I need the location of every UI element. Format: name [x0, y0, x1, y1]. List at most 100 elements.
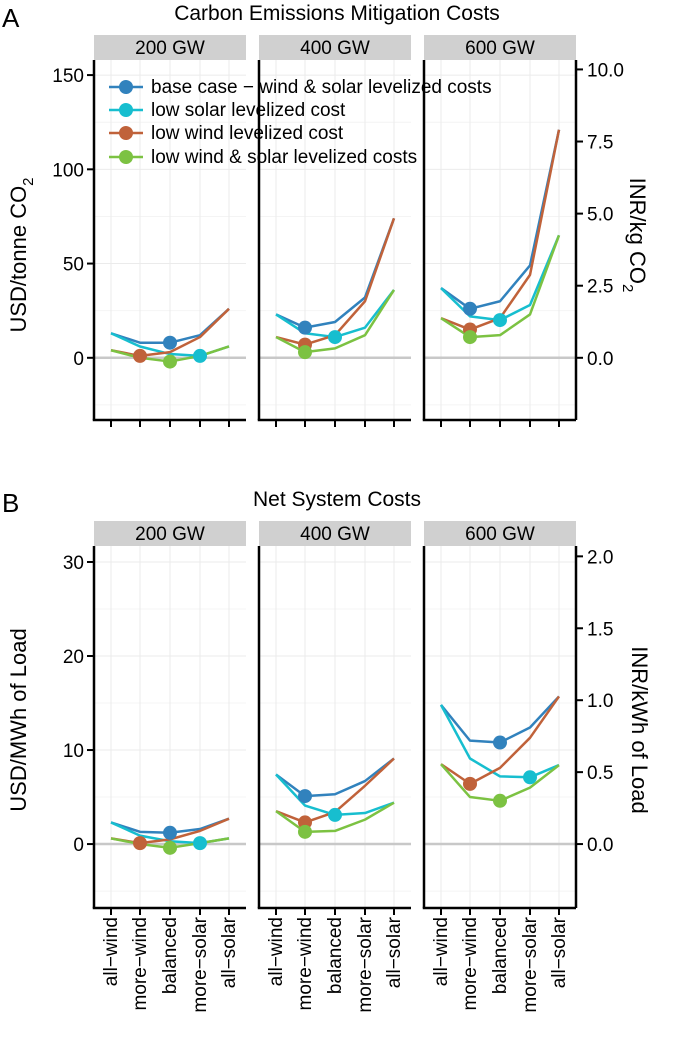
x-category-label: all−wind: [431, 917, 452, 986]
chart-b-ylabel: USD/MWh of Load: [6, 628, 31, 811]
chart-a-ylabel-right: INR/kg CO2: [619, 178, 650, 293]
chart-b-data-point: [298, 824, 312, 839]
chart-a-plot: 200 GW 400 GW 600 GW 0 50 100 150 0.0 2.5 5.0 7.5 1…: [52, 35, 624, 427]
legend-key-dot: [119, 150, 133, 164]
chart-a-facet-strip: [424, 35, 576, 60]
chart-a-legend: base case − wind & solar levelized costs…: [109, 77, 492, 168]
panel-b-label: B: [2, 488, 19, 518]
chart-b-series-line: [275, 757, 395, 798]
legend-label: low wind levelized cost: [151, 123, 344, 144]
chart-b-facet-strip: [94, 521, 246, 546]
legend-key-dot: [119, 126, 133, 140]
x-category-label: more−solar: [520, 916, 541, 1012]
chart-b-data-point: [298, 789, 312, 804]
x-category-label: all−wind: [266, 917, 287, 986]
x-category-label: all−solar: [219, 916, 240, 988]
chart-a-data-point: [328, 330, 342, 345]
chart-a-series-line: [440, 234, 561, 339]
x-category-label: balanced: [325, 917, 346, 994]
chart-b-y-tick-label: 20: [63, 647, 84, 668]
chart-b-y-tick-label: 10: [63, 741, 84, 762]
chart-a-facet: 600 GW: [422, 35, 576, 427]
chart-a-data-point: [298, 345, 312, 360]
chart-b-data-point: [328, 807, 342, 822]
panel-a-label: A: [2, 3, 20, 33]
chart-a-facet-strip: [259, 35, 411, 60]
chart-a-y-tick-label: 0: [73, 349, 84, 370]
chart-a-ylabel-right-sub: 2: [619, 284, 636, 292]
chart-a-ylabel: USD/tonne CO2: [6, 177, 37, 332]
chart-b-data-point: [523, 770, 537, 785]
x-category-labels: all−wind more−wind balanced more−solar all−s…: [101, 916, 570, 1012]
chart-a-y-tick-right-label: 0.0: [587, 349, 613, 370]
x-category-label: all−wind: [101, 917, 122, 986]
chart-a-data-point: [133, 348, 147, 363]
legend-label: base case − wind & solar levelized costs: [151, 77, 492, 98]
chart-a-facet: 400 GW: [257, 35, 411, 427]
chart-a-y-tick-label: 100: [52, 160, 84, 181]
legend-label: low wind & solar levelized costs: [151, 147, 417, 168]
chart-a-y-tick-right-label: 10.0: [587, 60, 624, 81]
chart-b-y-tick-label: 0: [73, 835, 84, 856]
chart-b-ylabel-right: INR/kWh of Load: [627, 646, 652, 814]
chart-b-data-point: [493, 735, 507, 750]
chart-b-facet: 400 GW: [257, 521, 411, 915]
chart-b-data-point: [163, 825, 177, 840]
x-category-label: balanced: [160, 917, 181, 994]
chart-a-y-tick-right-label: 7.5: [587, 133, 613, 154]
chart-b-facet: 600 GW: [422, 521, 576, 915]
chart-a-y-tick-right-label: 2.5: [587, 277, 613, 298]
x-category-label: more−wind: [295, 917, 316, 1010]
chart-b-y-tick-right-label: 0.0: [587, 835, 613, 856]
chart-b-series-line: [440, 695, 561, 786]
chart-a-facet-label: 600 GW: [465, 38, 535, 59]
chart-a-y-tick-right-label: 5.0: [587, 205, 613, 226]
chart-b-data-point: [133, 836, 147, 851]
chart-b-y-tick-right-label: 2.0: [587, 547, 613, 568]
x-category-label: more−solar: [355, 916, 376, 1012]
chart-b-facet-label: 400 GW: [300, 524, 370, 545]
chart-b-data-point: [493, 793, 507, 808]
legend-key-dot: [119, 80, 133, 94]
x-category-label: balanced: [490, 917, 511, 994]
chart-b-data-point: [193, 836, 207, 851]
x-category-label: all−solar: [549, 916, 570, 988]
chart-a-data-point: [463, 301, 477, 316]
chart-b-y-tick-right-label: 1.5: [587, 619, 613, 640]
chart-a-facet-strip: [94, 35, 246, 60]
chart-a-ylabel-main: USD/tonne CO: [6, 186, 31, 333]
chart-a-facet: 200 GW: [92, 35, 246, 427]
chart-b-facet-strip: [259, 521, 411, 546]
chart-b-series-line: [275, 801, 395, 834]
chart-a-ylabel-sub: 2: [20, 177, 37, 185]
chart-b-facet-label: 200 GW: [135, 524, 205, 545]
chart-a-facet-label: 400 GW: [300, 38, 370, 59]
chart-a-data-point: [193, 348, 207, 363]
chart-b-facet-label: 600 GW: [465, 524, 535, 545]
chart-b-facet-strip: [424, 521, 576, 546]
chart-a-y-tick-label: 50: [63, 255, 84, 276]
chart-b-data-point: [163, 840, 177, 855]
chart-b-title: Net System Costs: [253, 488, 421, 511]
chart-b-data-point: [463, 776, 477, 791]
chart-a-data-point: [463, 330, 477, 345]
chart-a-data-point: [163, 354, 177, 369]
chart-b-facet: 200 GW: [92, 521, 246, 915]
chart-a-data-point: [163, 335, 177, 350]
chart-b-series-line: [439, 704, 560, 779]
legend-label: low solar levelized cost: [151, 100, 346, 121]
x-category-label: all−solar: [384, 916, 405, 988]
chart-b-y-tick-label: 30: [63, 553, 84, 574]
chart-a-data-point: [493, 313, 507, 328]
chart-b-y-tick-right-label: 0.5: [587, 763, 613, 784]
chart-a-title: Carbon Emissions Mitigation Costs: [174, 2, 500, 25]
chart-b-plot: 200 GW 400 GW 600 GW 0 10 20 30 0.0 0.5 1.0 1.5 2.0: [63, 521, 613, 915]
chart-a-facet-label: 200 GW: [135, 38, 205, 59]
chart-a-ylabel-right-main: INR/kg CO: [625, 178, 650, 284]
chart-a-y-tick-label: 150: [52, 66, 84, 87]
legend-key-dot: [119, 103, 133, 117]
chart-b-y-tick-right-label: 1.0: [587, 691, 613, 712]
x-category-label: more−wind: [130, 917, 151, 1010]
x-category-label: more−solar: [190, 916, 211, 1012]
